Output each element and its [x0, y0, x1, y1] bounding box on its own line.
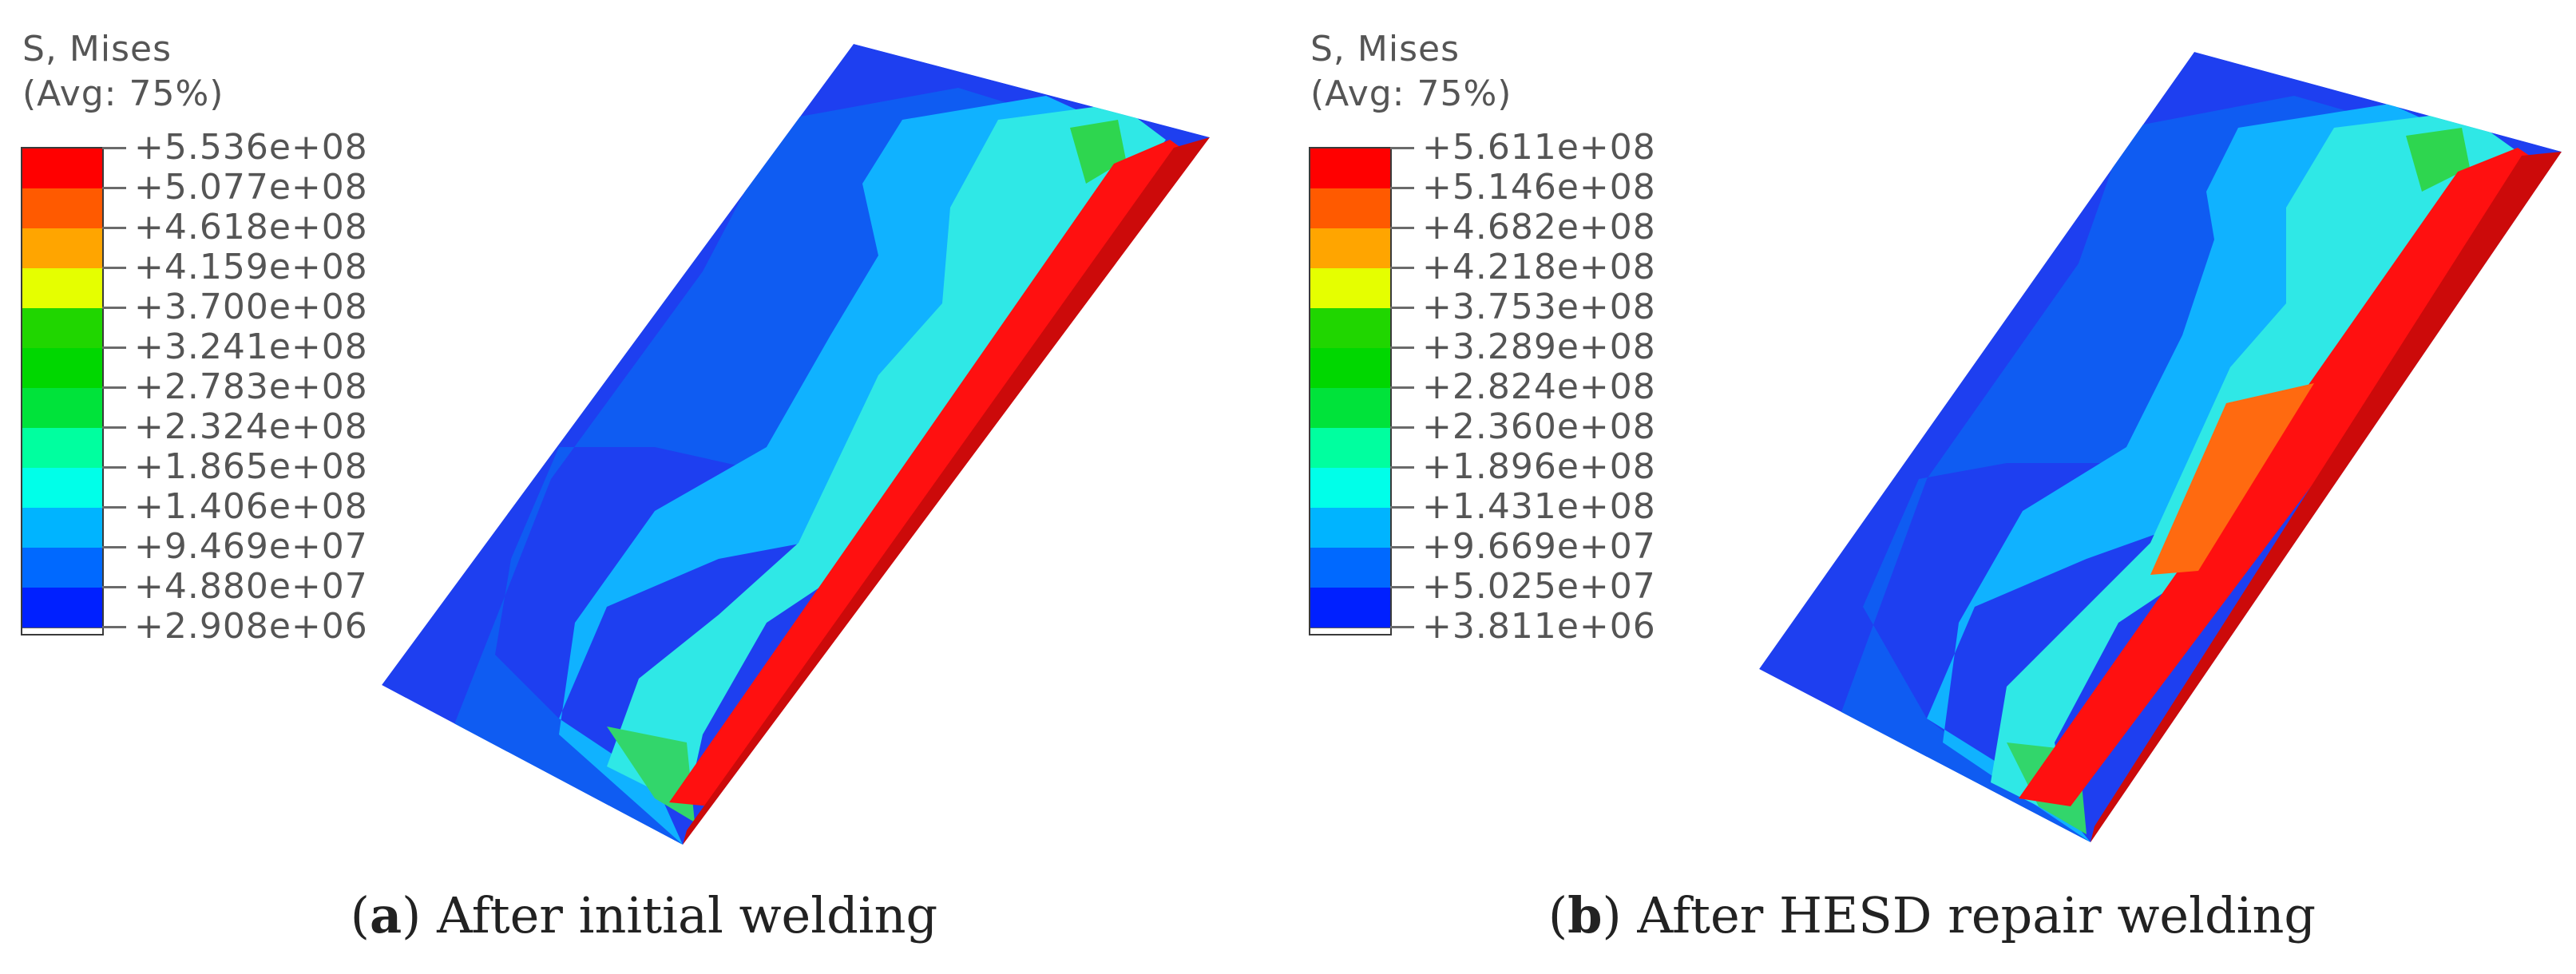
legend-title: S, Mises	[1310, 29, 1460, 69]
legend-value: +3.753e+08	[1422, 287, 1656, 327]
panel-caption: (b) After HESD repair welding	[1548, 886, 2316, 944]
legend-value: +2.783e+08	[134, 366, 368, 407]
legend-tick	[1390, 426, 1414, 429]
legend-value: +5.025e+07	[1422, 566, 1656, 607]
legend-value: +3.700e+08	[134, 287, 368, 327]
legend-swatch	[1310, 268, 1390, 309]
legend-tick	[102, 227, 126, 229]
weld-edge-darkred	[683, 137, 1210, 845]
legend-tick	[102, 506, 126, 509]
legend-value: +3.811e+06	[1422, 606, 1656, 647]
legend-swatch	[1310, 188, 1390, 229]
legend-value: +1.865e+08	[134, 446, 368, 487]
legend-value: +2.824e+08	[1422, 366, 1656, 407]
legend-swatch	[22, 188, 102, 229]
legend-tick	[1390, 626, 1414, 628]
legend-tick	[102, 626, 126, 628]
legend-swatch	[22, 428, 102, 469]
legend-tick	[1390, 466, 1414, 469]
legend-tick	[102, 307, 126, 309]
legend-value: +5.611e+08	[1422, 127, 1656, 168]
legend-value: +1.896e+08	[1422, 446, 1656, 487]
legend-tick	[102, 147, 126, 149]
legend-tick	[1390, 227, 1414, 229]
panel-caption: (a) After initial welding	[350, 886, 938, 944]
legend-tick	[102, 386, 126, 389]
legend-tick	[1390, 346, 1414, 349]
legend-tick	[1390, 187, 1414, 189]
legend-swatch	[22, 268, 102, 309]
legend-tick	[1390, 307, 1414, 309]
legend-swatch	[1310, 508, 1390, 548]
legend-tick	[102, 546, 126, 548]
legend-tick	[102, 426, 126, 429]
legend-value: +5.146e+08	[1422, 167, 1656, 208]
legend-tick	[1390, 506, 1414, 509]
legend-swatch	[22, 508, 102, 548]
legend-title: S, Mises	[22, 29, 172, 69]
legend-color-bar	[21, 147, 104, 635]
contour-band-cyan	[607, 104, 1166, 806]
legend-swatch	[1310, 348, 1390, 389]
legend-subtitle: (Avg: 75%)	[22, 73, 224, 114]
caption-letter: a	[369, 886, 402, 944]
legend-value: +4.159e+08	[134, 247, 368, 287]
legend-tick	[1390, 546, 1414, 548]
legend-swatch	[1310, 468, 1390, 509]
legend-swatch	[1310, 388, 1390, 429]
stress-contour-plot	[1759, 52, 2562, 842]
legend-swatch	[1310, 148, 1390, 189]
legend-swatch	[1310, 308, 1390, 349]
legend-tick	[102, 466, 126, 469]
legend-swatch	[22, 308, 102, 349]
legend-value: +2.908e+06	[134, 606, 368, 647]
legend-tick	[1390, 267, 1414, 269]
legend-value: +9.469e+07	[134, 526, 368, 567]
weld-edge-darkred	[2091, 152, 2562, 842]
panel-a: S, Mises (Avg: 75%) +5.536e+08 +5.077e+0…	[21, 29, 1210, 944]
legend-value: +5.536e+08	[134, 127, 368, 168]
caption-text: After initial welding	[437, 886, 938, 944]
legend-value: +4.682e+08	[1422, 207, 1656, 247]
legend-value: +4.618e+08	[134, 207, 368, 247]
legend-value: +1.406e+08	[134, 486, 368, 527]
legend-swatch	[1310, 428, 1390, 469]
legend-swatch	[1310, 548, 1390, 588]
legend-value: +9.669e+07	[1422, 526, 1656, 567]
weld-bead-red	[2019, 148, 2550, 806]
legend-tick	[1390, 386, 1414, 389]
legend-swatch	[1310, 588, 1390, 628]
legend-value: +1.431e+08	[1422, 486, 1656, 527]
legend-tick	[102, 586, 126, 588]
legend-tick	[1390, 586, 1414, 588]
panel-b: S, Mises (Avg: 75%) +5.611e+08 +5.146e+0…	[1288, 0, 2576, 974]
legend-swatch	[22, 348, 102, 389]
caption-letter: b	[1567, 886, 1603, 944]
legend-value: +3.241e+08	[134, 327, 368, 367]
legend-value: +2.324e+08	[134, 406, 368, 447]
legend-value: +2.360e+08	[1422, 406, 1656, 447]
legend-tick	[102, 187, 126, 189]
legend-swatch	[22, 548, 102, 588]
legend-tick	[102, 267, 126, 269]
legend-swatch	[22, 468, 102, 509]
legend-swatch	[22, 588, 102, 628]
legend-swatch	[22, 228, 102, 269]
legend-tick	[102, 346, 126, 349]
caption-text: After HESD repair welding	[1637, 886, 2316, 944]
legend-value: +4.880e+07	[134, 566, 368, 607]
legend-color-bar	[1309, 147, 1392, 635]
legend-swatch	[1310, 228, 1390, 269]
legend-subtitle: (Avg: 75%)	[1310, 73, 1512, 114]
legend-swatch	[22, 148, 102, 189]
legend-value: +4.218e+08	[1422, 247, 1656, 287]
repair-zone-orange	[2150, 383, 2314, 575]
legend-swatch	[22, 388, 102, 429]
contour-band-green-upper	[2406, 128, 2470, 192]
legend-value: +5.077e+08	[134, 167, 368, 208]
stress-contour-plot	[382, 44, 1210, 845]
legend-tick	[1390, 147, 1414, 149]
legend-value: +3.289e+08	[1422, 327, 1656, 367]
